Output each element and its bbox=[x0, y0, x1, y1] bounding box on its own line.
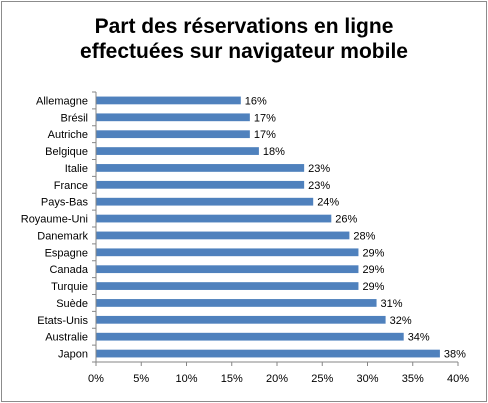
bar bbox=[96, 113, 250, 122]
category-label: Belgique bbox=[45, 146, 88, 158]
data-label: 32% bbox=[390, 315, 412, 327]
category-label: Turquie bbox=[51, 281, 88, 293]
data-label: 34% bbox=[408, 332, 430, 344]
bar bbox=[96, 180, 305, 189]
category-label: Japon bbox=[58, 349, 88, 361]
category-labels: Allemagne Brésil Autriche Belgique Italie Fra… bbox=[21, 95, 89, 360]
chart-title-line-2: effectuées sur navigateur mobile bbox=[80, 40, 408, 63]
data-label: 17% bbox=[254, 112, 276, 124]
bar bbox=[96, 96, 241, 105]
x-tick-label: 25% bbox=[311, 373, 333, 385]
x-tick-label: 15% bbox=[221, 373, 243, 385]
bar bbox=[96, 147, 259, 155]
chart-title-line-1: Part des réservations en ligne bbox=[94, 15, 394, 38]
bar bbox=[96, 315, 386, 324]
bar bbox=[96, 349, 440, 358]
x-tick-label: 35% bbox=[402, 373, 424, 385]
category-label: Etats-Unis bbox=[37, 315, 88, 327]
bar bbox=[96, 265, 359, 274]
data-label: 29% bbox=[362, 247, 384, 259]
x-tick-label: 30% bbox=[356, 373, 378, 385]
x-tick-label: 5% bbox=[133, 373, 149, 385]
category-label: Pays-Bas bbox=[41, 197, 89, 209]
bar bbox=[96, 164, 305, 172]
data-label: 24% bbox=[317, 197, 339, 209]
data-label: 28% bbox=[353, 230, 375, 242]
category-label: Italie bbox=[65, 163, 88, 175]
value-labels: 16% 17% 17% 18% 23% 23% 24% 26% 28% 29% 29% 29% 31% 3… bbox=[245, 95, 466, 360]
data-label: 26% bbox=[335, 214, 357, 226]
data-label: 38% bbox=[444, 349, 466, 361]
category-label: Danemark bbox=[37, 230, 88, 242]
data-label: 17% bbox=[254, 129, 276, 141]
data-label: 18% bbox=[263, 146, 285, 158]
data-label: 16% bbox=[245, 95, 267, 107]
category-label: France bbox=[54, 180, 88, 192]
bar bbox=[96, 282, 359, 290]
category-label: Canada bbox=[49, 264, 88, 276]
chart-title: Part des réservations en ligne effectuée… bbox=[0, 14, 488, 64]
category-label: Royaume-Uni bbox=[21, 214, 88, 226]
category-label: Autriche bbox=[48, 129, 88, 141]
category-label: Suède bbox=[56, 298, 88, 310]
bar bbox=[96, 248, 359, 257]
bar bbox=[96, 332, 404, 341]
category-label: Espagne bbox=[45, 247, 88, 259]
data-label: 29% bbox=[362, 281, 384, 293]
data-label: 29% bbox=[362, 264, 384, 276]
category-label: Allemagne bbox=[36, 95, 88, 107]
x-tick-label: 20% bbox=[266, 373, 288, 385]
category-label: Australie bbox=[45, 332, 88, 344]
x-tick-label: 10% bbox=[175, 373, 197, 385]
x-tick-label: 40% bbox=[447, 373, 469, 385]
axes: 0% 5% 10% 15% 20% 25% 30% 35% 40% bbox=[88, 91, 469, 385]
bars-group bbox=[96, 96, 440, 358]
x-tick-label: 0% bbox=[88, 373, 104, 385]
bar bbox=[96, 299, 377, 307]
bar bbox=[96, 130, 250, 139]
data-label: 31% bbox=[381, 298, 403, 310]
bar bbox=[96, 197, 314, 206]
data-label: 23% bbox=[308, 180, 330, 192]
category-label: Brésil bbox=[60, 112, 88, 124]
data-label: 23% bbox=[308, 163, 330, 175]
bar bbox=[96, 214, 332, 223]
bar bbox=[96, 231, 350, 240]
